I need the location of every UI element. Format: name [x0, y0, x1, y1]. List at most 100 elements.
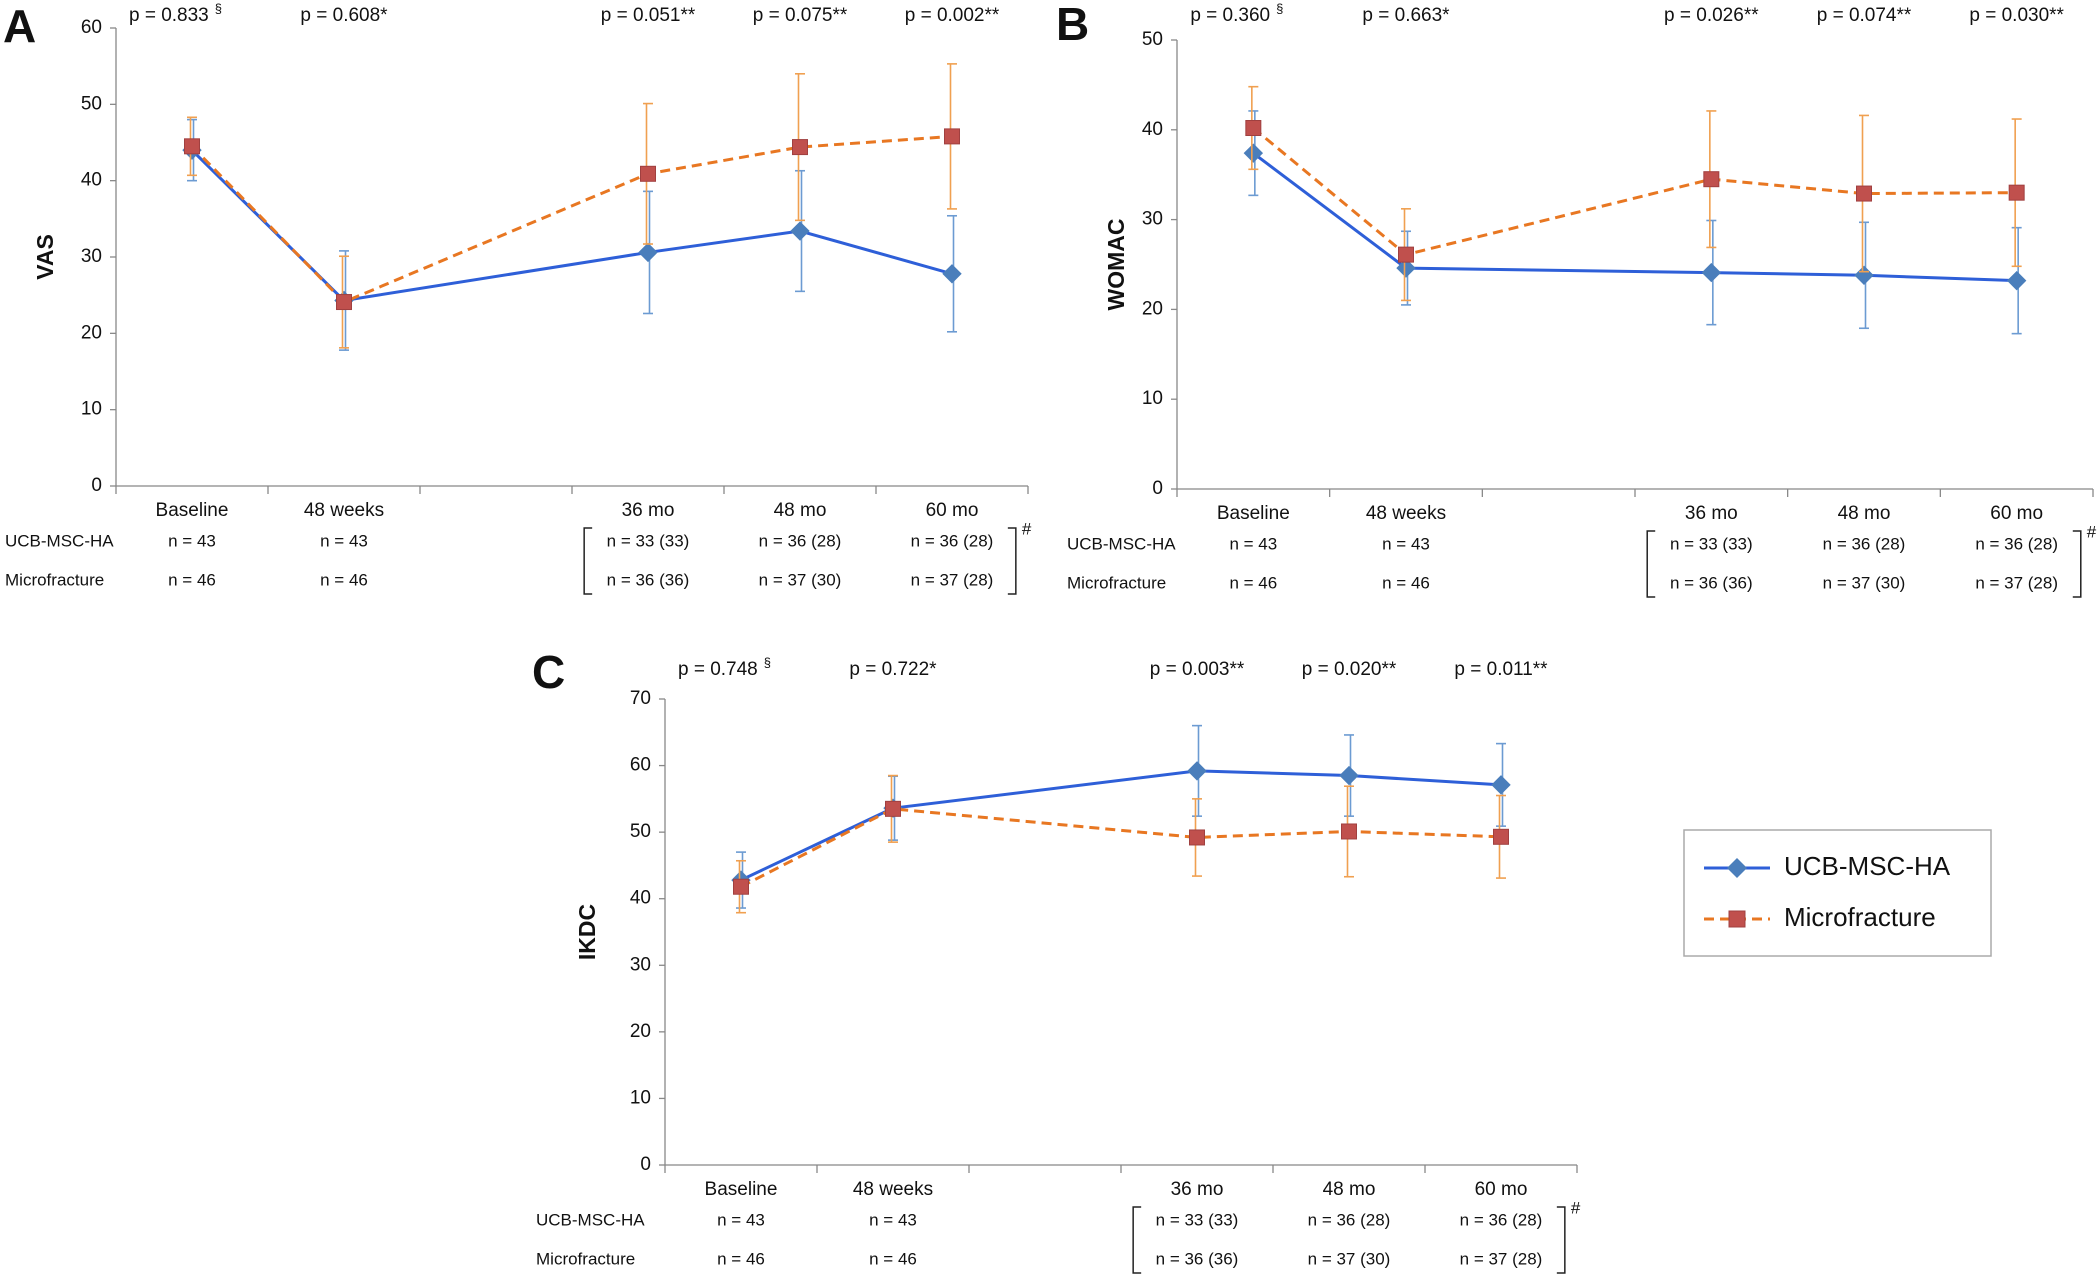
- marker: [790, 221, 810, 241]
- p-value: p = 0.663*: [1362, 5, 1450, 26]
- marker: [2008, 184, 2025, 201]
- p-value: p = 0.002**: [905, 5, 1000, 26]
- marker: [1493, 828, 1509, 845]
- p-value-text: p = 0.030**: [1969, 5, 2064, 26]
- marker: [1189, 829, 1205, 846]
- bracket-note: #: [2087, 522, 2097, 541]
- n-value: n = 43: [1382, 534, 1430, 553]
- y-tick-label: 70: [630, 688, 651, 709]
- p-value: p = 0.075**: [753, 5, 848, 26]
- p-value-note: §: [215, 1, 222, 16]
- n-value: n = 37 (28): [1975, 573, 2058, 592]
- n-value: n = 46: [168, 570, 216, 589]
- n-value: n = 33 (33): [607, 531, 690, 550]
- n-value: n = 46: [869, 1249, 917, 1268]
- p-value-text: p = 0.663*: [1362, 5, 1450, 26]
- n-value: n = 36 (36): [1670, 573, 1753, 592]
- y-tick-label: 10: [81, 399, 102, 420]
- p-value-text: p = 0.074**: [1817, 5, 1912, 26]
- p-value-text: p = 0.360: [1190, 5, 1270, 26]
- x-tick-label: Baseline: [705, 1179, 778, 1200]
- x-tick-label: Baseline: [156, 500, 229, 521]
- legend-label: Microfracture: [1784, 902, 1936, 932]
- x-tick-label: 48 weeks: [304, 500, 384, 521]
- marker: [792, 139, 808, 156]
- y-tick-label: 30: [630, 954, 651, 975]
- p-value-text: p = 0.051**: [601, 5, 696, 26]
- marker: [733, 878, 749, 895]
- bracket-note: #: [1022, 519, 1032, 538]
- p-value-text: p = 0.020**: [1302, 659, 1397, 680]
- n-value: n = 36 (28): [911, 531, 994, 550]
- n-value: n = 46: [717, 1249, 765, 1268]
- n-value: n = 43: [168, 531, 216, 550]
- n-row-label: Microfracture: [536, 1249, 635, 1268]
- panel-letter: A: [3, 0, 36, 52]
- marker: [1491, 775, 1511, 795]
- p-value-text: p = 0.833: [129, 5, 209, 26]
- series-line: [1252, 126, 2017, 257]
- x-tick-label: 60 mo: [926, 500, 979, 521]
- p-value: p = 0.748 §: [678, 655, 771, 680]
- y-tick-label: 0: [91, 475, 102, 496]
- bracket: [1646, 530, 1656, 598]
- bracket: [1556, 1206, 1566, 1274]
- p-value-text: p = 0.748: [678, 659, 758, 680]
- series-line: [190, 149, 953, 303]
- x-tick-label: 48 mo: [1838, 503, 1891, 524]
- x-tick-label: 48 weeks: [853, 1179, 933, 1200]
- legend-marker: [1727, 858, 1747, 878]
- n-value: n = 43: [717, 1210, 765, 1229]
- y-axis-label: WOMAC: [1103, 219, 1129, 311]
- x-tick-label: 36 mo: [1171, 1179, 1224, 1200]
- p-value: p = 0.074**: [1817, 5, 1912, 26]
- y-axis-label: VAS: [32, 234, 58, 280]
- p-value: p = 0.722*: [849, 659, 937, 680]
- legend-box: [1683, 829, 1992, 957]
- y-tick-label: 50: [1142, 29, 1163, 50]
- series-line: [740, 769, 1502, 882]
- x-tick-label: 60 mo: [1475, 1179, 1528, 1200]
- bracket: [1132, 1206, 1142, 1274]
- p-value: p = 0.051**: [601, 5, 696, 26]
- x-tick-label: 48 mo: [774, 500, 827, 521]
- legend-label: UCB-MSC-HA: [1784, 851, 1951, 881]
- n-value: n = 43: [869, 1210, 917, 1229]
- n-value: n = 46: [1382, 573, 1430, 592]
- p-value: p = 0.003**: [1150, 659, 1245, 680]
- p-value: p = 0.608*: [300, 5, 388, 26]
- y-tick-label: 10: [1142, 388, 1163, 409]
- marker: [1243, 143, 1264, 163]
- y-tick-label: 30: [81, 246, 102, 267]
- y-tick-label: 20: [81, 322, 102, 343]
- n-value: n = 46: [320, 570, 368, 589]
- marker: [1341, 823, 1357, 840]
- marker: [2006, 270, 2027, 291]
- p-value-text: p = 0.002**: [905, 5, 1000, 26]
- y-tick-label: 20: [630, 1021, 651, 1042]
- p-value-text: p = 0.608*: [300, 5, 388, 26]
- n-value: n = 36 (28): [1460, 1210, 1543, 1229]
- panel-letter: B: [1056, 0, 1089, 50]
- y-tick-label: 60: [81, 17, 102, 38]
- y-tick-label: 40: [630, 888, 651, 909]
- marker: [1856, 185, 1872, 202]
- marker: [1187, 761, 1207, 781]
- y-tick-label: 50: [630, 821, 651, 842]
- n-value: n = 37 (30): [759, 570, 842, 589]
- marker: [942, 264, 962, 284]
- n-value: n = 36 (28): [1823, 534, 1906, 553]
- series-line: [1252, 151, 2017, 283]
- p-value-note: §: [1276, 1, 1283, 16]
- p-value: p = 0.026**: [1664, 5, 1759, 26]
- n-value: n = 36 (28): [1975, 534, 2058, 553]
- n-value: n = 43: [320, 531, 368, 550]
- marker: [1396, 258, 1416, 278]
- bracket: [583, 527, 593, 595]
- marker: [638, 242, 658, 263]
- n-row-label: UCB-MSC-HA: [5, 531, 114, 550]
- n-row-label: UCB-MSC-HA: [536, 1210, 645, 1229]
- bracket: [2072, 530, 2082, 598]
- y-tick-label: 50: [81, 93, 102, 114]
